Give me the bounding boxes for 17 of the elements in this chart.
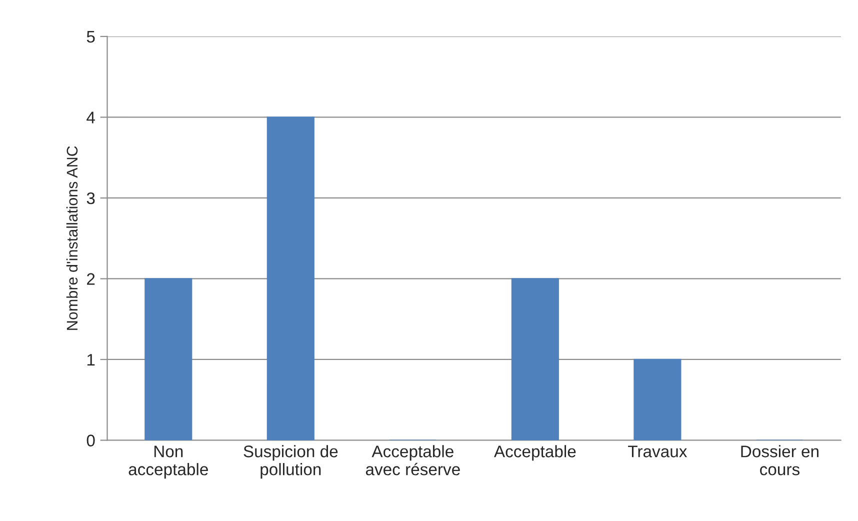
y-tick-label: 3 <box>86 192 95 204</box>
y-axis-title: Nombre d'installations ANC <box>66 146 78 330</box>
bar <box>634 358 682 440</box>
x-tick-label: Acceptable <box>494 445 576 461</box>
bar <box>266 116 314 440</box>
bar <box>144 278 192 440</box>
y-tick-label: 5 <box>86 31 95 43</box>
x-tick-label: Non acceptable <box>128 446 208 479</box>
bar <box>511 278 559 440</box>
y-tick-label: 1 <box>87 354 95 366</box>
y-tick-label: 4 <box>86 112 95 124</box>
y-tick-label: 0 <box>86 434 95 446</box>
x-tick-label: Acceptable avec réserve <box>366 445 460 476</box>
x-tick-label: Travaux <box>628 446 688 458</box>
x-tick-label: Suspicion de pollution <box>244 445 338 479</box>
y-tick-label: 2 <box>87 273 95 285</box>
x-tick-label: Dossier en cours <box>741 445 818 476</box>
